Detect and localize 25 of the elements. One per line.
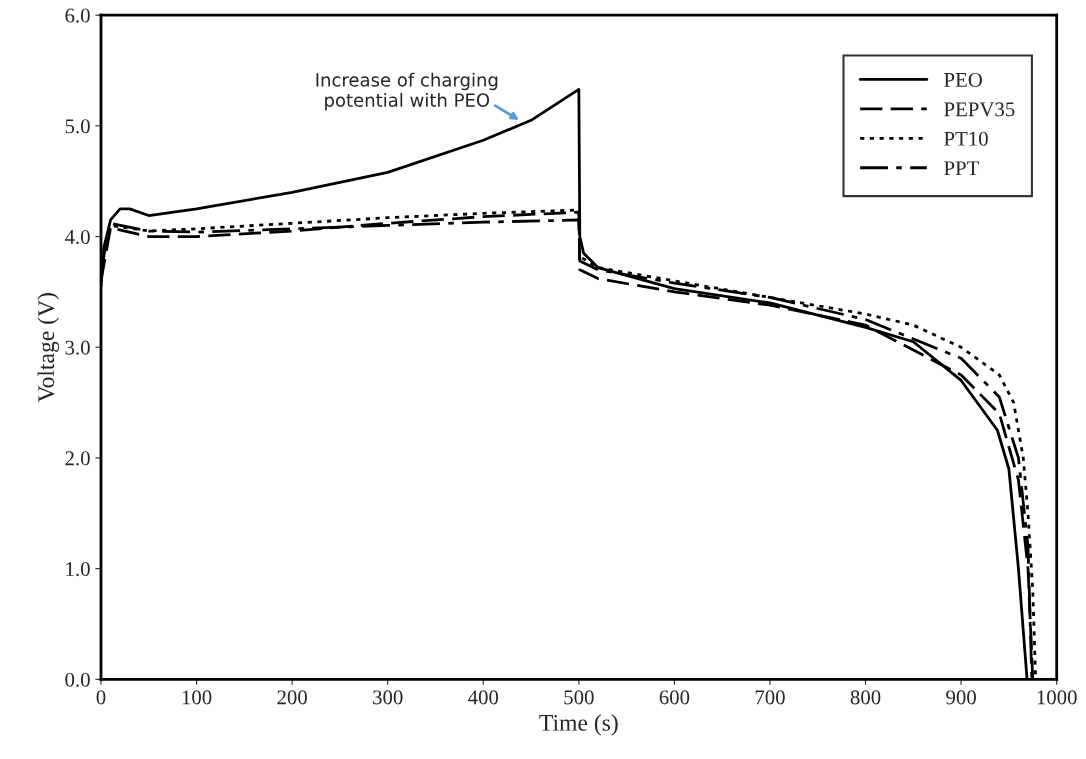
legend-label: PPT: [944, 161, 980, 176]
x-tick-label: 500: [564, 690, 594, 705]
legend-label: PEO: [944, 72, 982, 87]
x-tick-label: 900: [946, 690, 976, 705]
x-axis-title: Time (s): [539, 714, 618, 736]
y-tick-label: 2.0: [65, 451, 90, 466]
x-tick-label: 800: [850, 690, 881, 705]
x-tick-label: 200: [277, 690, 307, 705]
legend-label: PT10: [944, 131, 988, 146]
y-tick-label: 4.0: [64, 229, 90, 245]
y-tick-label: 1.0: [66, 561, 90, 577]
x-tick-label: 100: [182, 690, 212, 705]
x-tick-label: 400: [468, 690, 499, 705]
x-tick-label: 0: [96, 690, 106, 705]
legend-label: PEPV35: [944, 102, 1015, 117]
x-tick-label: 1000: [1037, 690, 1077, 705]
x-tick-label: 600: [659, 690, 690, 705]
y-tick-label: 6.0: [65, 8, 90, 23]
x-tick-label: 700: [755, 690, 785, 705]
y-tick-label: 0.0: [65, 672, 90, 687]
y-tick-label: 5.0: [65, 119, 90, 134]
y-axis-title: Voltage (V): [37, 293, 59, 403]
x-tick-label: 300: [373, 690, 403, 705]
y-tick-label: 3.0: [65, 340, 90, 355]
annotation: Increase of charging potential with PEO: [316, 72, 498, 111]
